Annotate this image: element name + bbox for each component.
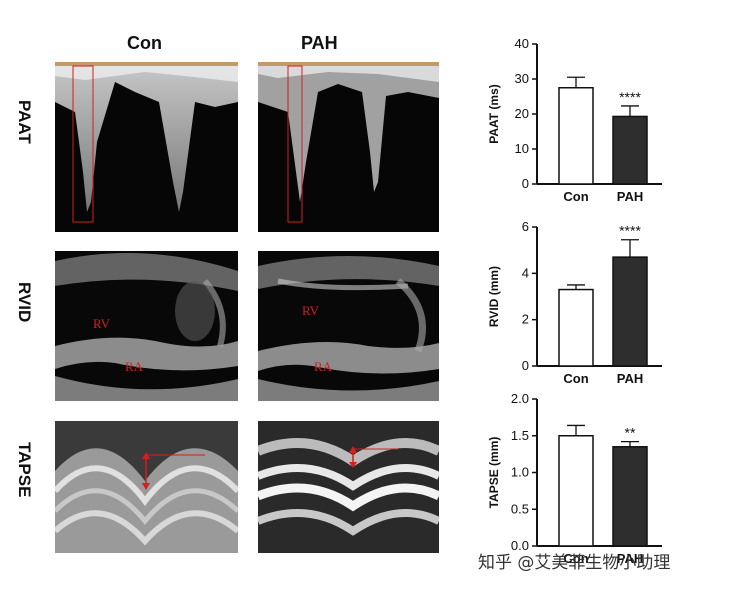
row-header-tapse: TAPSE xyxy=(15,442,34,498)
bar-con xyxy=(558,435,594,547)
rvid-bmode-pah: RV RA xyxy=(258,251,439,401)
bar-pah xyxy=(612,256,648,367)
column-header-pah: PAH xyxy=(301,33,338,53)
category-label: Con xyxy=(563,189,588,204)
rvid-bmode-con: RV RA xyxy=(55,251,238,401)
y-axis-label: PAAT (ms) xyxy=(487,84,501,144)
paat-doppler-pah xyxy=(258,62,439,232)
category-label: PAH xyxy=(617,371,643,386)
bar-con xyxy=(558,87,594,185)
watermark-text: 知乎 @艾美菲生物小助理 xyxy=(478,553,671,573)
y-axis-label: TAPSE (mm) xyxy=(487,437,501,509)
column-header-con: Con xyxy=(127,33,162,53)
y-tick-label: 0.5 xyxy=(511,501,529,516)
category-label: Con xyxy=(563,551,588,566)
ra-label-pah: RA xyxy=(314,359,333,374)
significance-label: **** xyxy=(619,223,641,239)
y-tick-label: 30 xyxy=(515,71,529,86)
rv-label-con: RV xyxy=(93,316,111,331)
row-header-paat: PAAT xyxy=(15,100,34,144)
y-tick-label: 1.5 xyxy=(511,428,529,443)
ra-label-con: RA xyxy=(125,359,144,374)
y-tick-label: 40 xyxy=(515,36,529,51)
category-label: PAH xyxy=(617,189,643,204)
tapse-mmode-con xyxy=(55,421,238,553)
tapse-mmode-pah xyxy=(258,421,439,553)
significance-label: **** xyxy=(619,89,641,105)
bar-pah xyxy=(612,446,648,547)
chart-paat: 0 10 20 30 40 PAAT (ms) Con **** PAH xyxy=(480,30,680,215)
row-header-rvid: RVID xyxy=(15,282,34,323)
y-tick-label: 4 xyxy=(522,265,529,280)
bar-con xyxy=(558,288,594,367)
y-tick-label: 6 xyxy=(522,219,529,234)
y-tick-label: 2.0 xyxy=(511,391,529,406)
rv-label-pah: RV xyxy=(302,303,320,318)
bar-pah xyxy=(612,115,648,185)
significance-label: ** xyxy=(625,425,636,441)
category-label: PAH xyxy=(617,551,643,566)
category-label: Con xyxy=(563,371,588,386)
y-tick-label: 20 xyxy=(515,106,529,121)
y-tick-label: 1.0 xyxy=(511,465,529,480)
chart-tapse: 0.0 0.5 1.0 1.5 2.0 TAPSE (mm) Con ** PAH xyxy=(480,390,680,566)
y-tick-label: 0.0 xyxy=(511,538,529,553)
y-tick-label: 2 xyxy=(522,312,529,327)
y-tick-label: 0 xyxy=(522,176,529,191)
y-axis-label: RVID (mm) xyxy=(487,266,501,327)
chart-rvid: 0 2 4 6 RVID (mm) Con **** PAH xyxy=(480,215,680,395)
paat-doppler-con xyxy=(55,62,238,232)
y-tick-label: 0 xyxy=(522,358,529,373)
y-tick-label: 10 xyxy=(515,141,529,156)
